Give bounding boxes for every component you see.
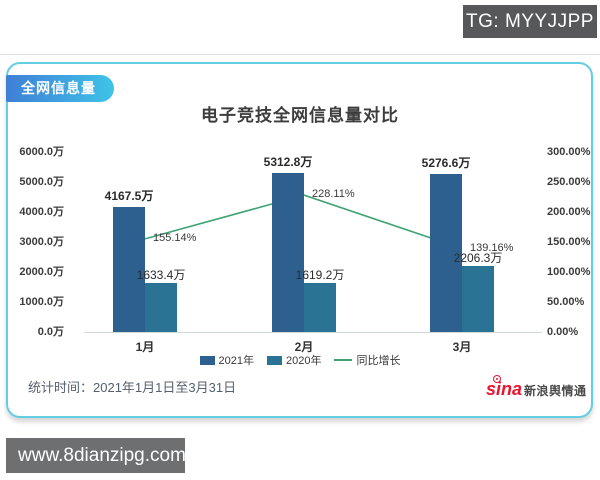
y-right-tick: 150.00%	[547, 236, 591, 248]
sina-eye-icon	[493, 375, 501, 383]
bar-2020	[145, 282, 177, 332]
bar-2021	[272, 172, 304, 332]
bar-value-label-2020: 2206.3万	[453, 250, 503, 265]
sina-brand-logo: sina 新浪舆情通	[486, 375, 587, 399]
stat-period-label: 统计时间：2021年1月1日至3月31日	[28, 380, 237, 395]
y-right-tick: 200.00%	[547, 206, 591, 218]
y-right-tick: 300.00%	[547, 146, 591, 158]
sina-wordmark: sina	[486, 375, 523, 399]
chart-legend: 2021年 2020年 同比增长	[0, 352, 600, 368]
bar-2021	[113, 206, 145, 332]
legend-line-swatch	[334, 359, 353, 361]
legend-label: 2020年	[286, 355, 322, 367]
tg-overlay-badge: TG: MYYJJPP	[463, 5, 597, 38]
x-axis-line	[84, 332, 542, 333]
x-axis-label: 2月	[294, 340, 314, 354]
bar-value-label-2020: 1619.2万	[295, 268, 345, 283]
watermark-badge: www.8dianzipg.com	[6, 438, 186, 473]
line-point-label: 155.14%	[153, 231, 197, 244]
legend-item: 同比增长	[334, 352, 400, 368]
line-point-label: 139.16%	[470, 241, 514, 254]
line-point-label: 228.11%	[312, 188, 355, 201]
y-right-tick: 0.00%	[547, 326, 579, 338]
legend-item: 2021年	[199, 352, 254, 368]
card-badge: 全网信息量	[6, 75, 114, 102]
bar-2020	[462, 265, 494, 332]
y-right-tick: 100.00%	[547, 266, 591, 278]
legend-label: 2021年	[218, 355, 254, 367]
top-divider	[0, 54, 600, 55]
x-axis-label: 3月	[452, 340, 472, 354]
x-axis-label: 1月	[135, 340, 155, 354]
y-left-tick: 0.0万	[37, 326, 64, 338]
watermark-label: www.8dianzipg.com	[18, 444, 186, 466]
bar-value-label-2021: 5312.8万	[263, 154, 313, 169]
chart-title: 电子竞技全网信息量对比	[201, 106, 399, 125]
bar-value-label-2021: 5276.6万	[421, 155, 471, 170]
y-left-tick: 6000.0万	[19, 146, 64, 158]
tg-overlay-label: TG: MYYJJPP	[466, 10, 594, 32]
bar-2020	[304, 283, 336, 332]
y-left-tick: 1000.0万	[19, 296, 64, 308]
y-right-tick: 50.00%	[547, 296, 585, 308]
y-left-tick: 2000.0万	[19, 266, 64, 278]
y-right-tick: 250.00%	[547, 176, 591, 188]
y-left-tick: 5000.0万	[19, 176, 64, 188]
legend-bar-swatch	[199, 355, 215, 365]
legend-bar-swatch	[267, 355, 282, 365]
bar-value-label-2020: 1633.4万	[136, 267, 186, 282]
y-left-tick: 3000.0万	[19, 236, 64, 248]
y-left-tick: 4000.0万	[19, 206, 64, 218]
legend-item: 2020年	[267, 352, 321, 368]
legend-label: 同比增长	[356, 355, 401, 367]
sina-product-name: 新浪舆情通	[524, 384, 587, 398]
bar-2021	[430, 173, 462, 332]
bar-value-label-2021: 4167.5万	[104, 188, 154, 203]
sina-text: sina	[486, 379, 523, 399]
